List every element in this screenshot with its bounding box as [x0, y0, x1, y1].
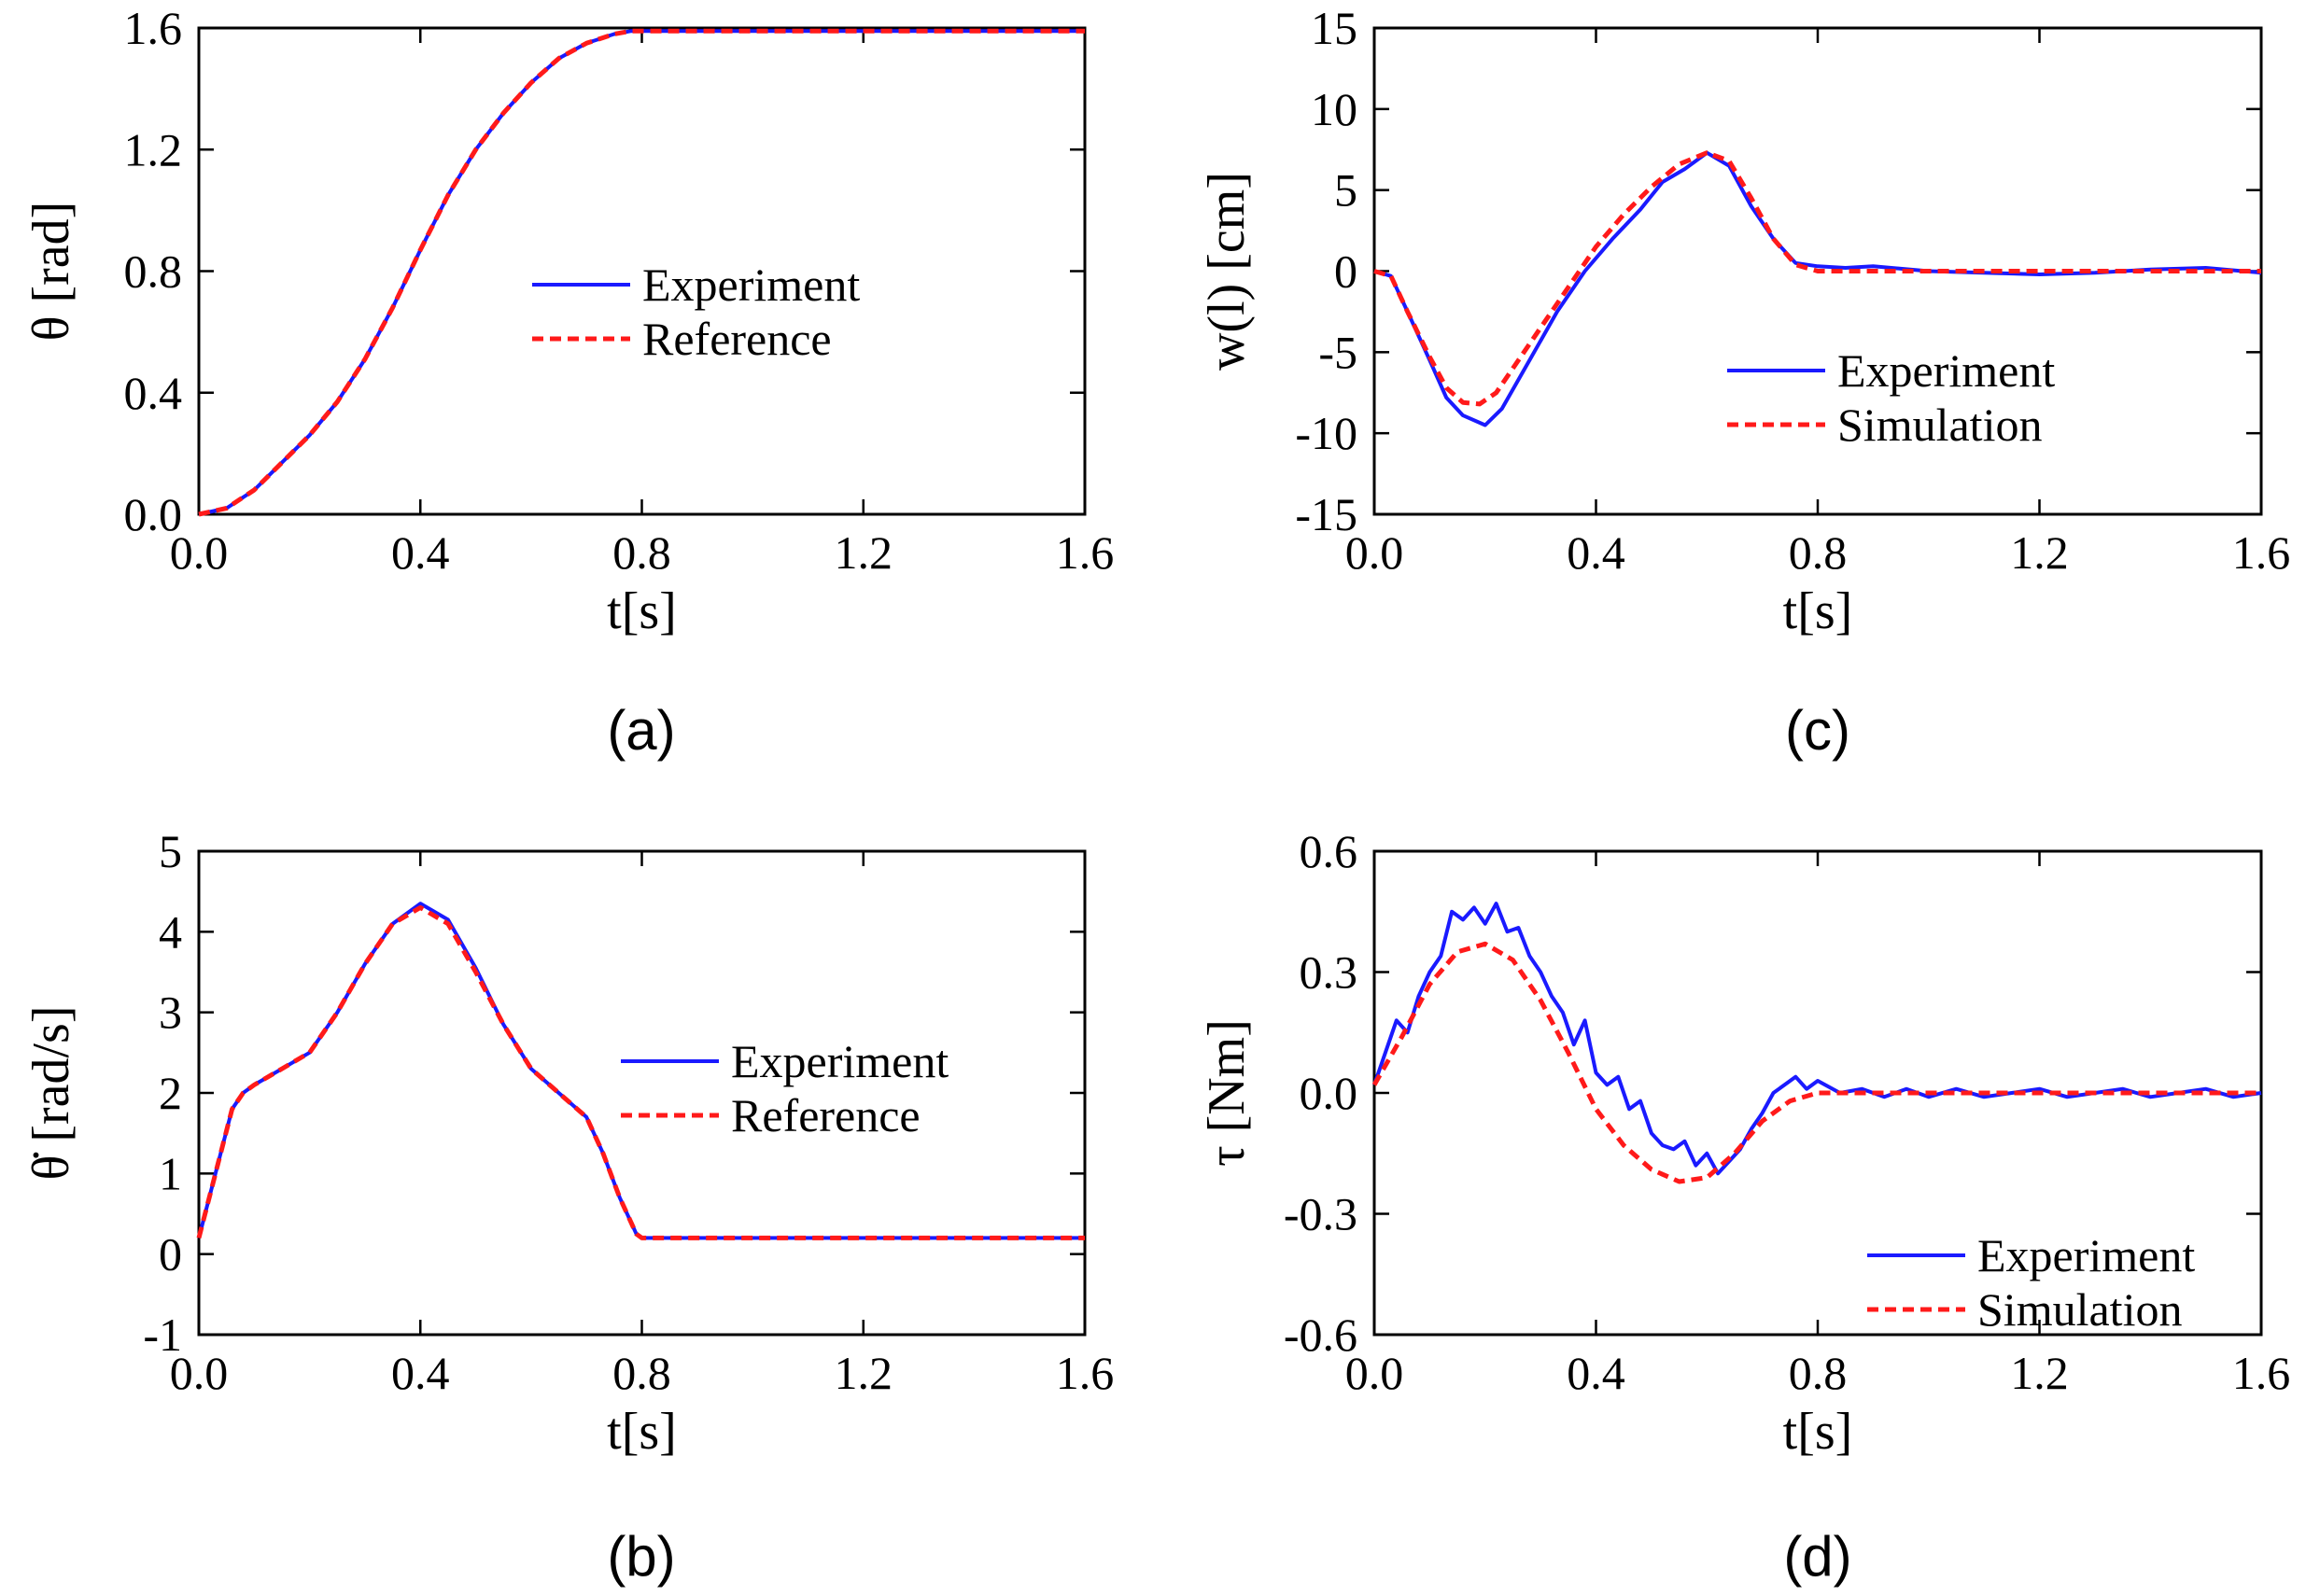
y-tick-label: 15 [1311, 2, 1357, 54]
legend-label: Experiment [1977, 1229, 2195, 1281]
series-line-simulation [1371, 941, 2261, 1184]
x-tick-label: 0.4 [1567, 1347, 1625, 1399]
y-tick-label: 2 [159, 1067, 182, 1119]
y-tick-label: 1.6 [124, 2, 183, 54]
legend-label: Experiment [642, 259, 860, 311]
y-tick-label: 0.0 [124, 488, 183, 540]
y-axis-label: τ [Nm] [1198, 1019, 1256, 1167]
x-tick-label: 1.2 [835, 526, 893, 579]
y-tick-label: 3 [159, 987, 182, 1039]
x-axis-label: t[s] [1783, 582, 1853, 640]
chart-1: 0.0 0.4 0.8 1.2 1.6 -1 0 1 2 3 4 5 t[s] θ̇ [rad/s] (b)… [22, 825, 1114, 1588]
y-tick-label: 4 [159, 905, 182, 958]
y-axis-label: w(l) [cm] [1198, 172, 1256, 371]
series-line-experiment [198, 29, 1085, 516]
y-tick-label: 5 [1334, 164, 1357, 217]
y-tick-label: 0.3 [1300, 946, 1358, 999]
x-axis-label: t[s] [607, 1403, 677, 1461]
x-tick-label: 0.0 [170, 1347, 229, 1399]
panel-caption: (d) [1783, 1525, 1851, 1588]
x-tick-label: 0.8 [612, 1347, 671, 1399]
x-tick-label: 0.4 [391, 1347, 450, 1399]
panel-caption: (a) [607, 699, 675, 762]
y-tick-label: 0 [159, 1228, 182, 1281]
panel-caption: (c) [1785, 699, 1850, 762]
y-tick-label: -15 [1295, 488, 1357, 540]
y-axis-label: θ̇ [rad/s] [22, 1006, 80, 1181]
panel-caption: (b) [607, 1525, 675, 1588]
legend-label: Experiment [1837, 344, 2055, 397]
y-axis-label: θ [rad] [22, 202, 80, 342]
series-line-reference [196, 904, 1085, 1240]
y-tick-label: 0.0 [1300, 1067, 1358, 1119]
x-tick-label: 1.2 [2010, 1347, 2069, 1399]
x-tick-label: 0.8 [1789, 526, 1848, 579]
x-tick-label: 1.6 [2232, 1347, 2291, 1399]
series-line-experiment [1372, 902, 2262, 1176]
y-tick-label: -0.6 [1284, 1309, 1357, 1361]
legend-label: Reference [731, 1089, 921, 1141]
y-tick-label: 10 [1311, 83, 1357, 135]
chart-0: 0.0 0.4 0.8 1.2 1.6 0.0 0.4 0.8 1.2 1.6 t[s] θ [rad… [22, 2, 1114, 762]
y-tick-label: -5 [1318, 326, 1357, 378]
y-tick-label: -1 [143, 1309, 182, 1361]
x-tick-label: 1.6 [1056, 1347, 1115, 1399]
y-tick-label: 5 [159, 825, 182, 877]
legend-label: Experiment [731, 1035, 949, 1087]
y-tick-label: 0.4 [124, 367, 183, 419]
x-tick-label: 0.8 [612, 526, 671, 579]
y-tick-label: 0 [1334, 245, 1357, 298]
x-tick-label: 1.6 [2232, 526, 2291, 579]
legend-label: Simulation [1977, 1283, 2182, 1336]
y-tick-label: 1.2 [124, 123, 183, 175]
x-axis-label: t[s] [1783, 1403, 1853, 1461]
chart-2: 0.0 0.4 0.8 1.2 1.6 -15 -10 -5 0 5 10 15 t[s] w(l) [c… [1198, 2, 2290, 762]
y-tick-label: 1 [159, 1147, 182, 1199]
x-tick-label: 1.6 [1056, 526, 1115, 579]
x-tick-label: 1.2 [2010, 526, 2069, 579]
plot-frame [197, 849, 1087, 1337]
legend-label: Reference [642, 313, 832, 365]
chart-3: 0.0 0.4 0.8 1.2 1.6 -0.6 -0.3 0.0 0.3 0.6 t[s] τ [N… [1198, 825, 2290, 1588]
y-tick-label: 0.8 [124, 245, 183, 298]
y-tick-label: -0.3 [1284, 1188, 1357, 1240]
x-axis-label: t[s] [607, 582, 677, 640]
y-tick-label: -10 [1295, 407, 1357, 459]
y-tick-label: 0.6 [1300, 825, 1358, 877]
x-tick-label: 0.0 [170, 526, 229, 579]
x-tick-label: 1.2 [835, 1347, 893, 1399]
x-tick-label: 0.0 [1345, 526, 1404, 579]
series-line-simulation [1373, 150, 2261, 407]
x-tick-label: 0.8 [1789, 1347, 1848, 1399]
x-tick-label: 0.4 [1567, 526, 1625, 579]
series-line-experiment [197, 902, 1085, 1240]
legend-label: Simulation [1837, 399, 2042, 451]
x-tick-label: 0.0 [1345, 1347, 1404, 1399]
series-line-experiment [1373, 150, 2262, 427]
x-tick-label: 0.4 [391, 526, 450, 579]
